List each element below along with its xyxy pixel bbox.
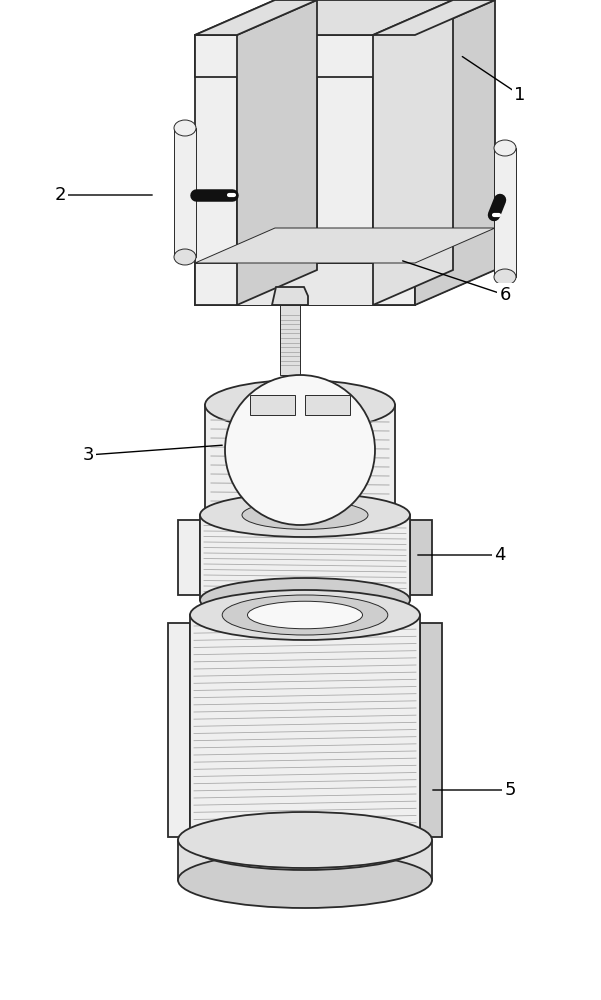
Ellipse shape [190, 820, 420, 870]
Ellipse shape [205, 380, 395, 430]
Polygon shape [373, 0, 495, 35]
Ellipse shape [242, 501, 368, 529]
Ellipse shape [248, 601, 362, 629]
Polygon shape [200, 515, 410, 600]
Ellipse shape [178, 852, 432, 908]
Polygon shape [190, 615, 420, 845]
Polygon shape [317, 0, 453, 270]
Polygon shape [178, 520, 200, 595]
Polygon shape [420, 623, 442, 837]
Polygon shape [272, 287, 308, 305]
Text: 6: 6 [499, 286, 511, 304]
Ellipse shape [178, 812, 432, 868]
Polygon shape [373, 35, 415, 305]
Polygon shape [237, 263, 373, 305]
Polygon shape [168, 623, 190, 837]
Polygon shape [195, 35, 415, 77]
Polygon shape [205, 405, 395, 510]
Ellipse shape [200, 493, 410, 537]
Polygon shape [410, 520, 432, 595]
Polygon shape [494, 148, 516, 277]
Text: 2: 2 [54, 186, 66, 204]
Polygon shape [237, 0, 317, 305]
Ellipse shape [190, 590, 420, 640]
Polygon shape [195, 263, 415, 305]
Polygon shape [195, 228, 495, 263]
Circle shape [225, 375, 375, 525]
Ellipse shape [222, 595, 388, 635]
Polygon shape [178, 840, 432, 880]
Polygon shape [195, 35, 237, 305]
Polygon shape [415, 0, 495, 305]
Polygon shape [275, 228, 495, 270]
Ellipse shape [200, 578, 410, 622]
Text: 3: 3 [82, 446, 94, 464]
Polygon shape [280, 305, 300, 375]
Polygon shape [305, 395, 350, 415]
Ellipse shape [494, 140, 516, 156]
Polygon shape [195, 0, 495, 35]
Polygon shape [195, 0, 317, 35]
Text: 4: 4 [494, 546, 506, 564]
Text: 5: 5 [504, 781, 516, 799]
Polygon shape [250, 395, 295, 415]
Polygon shape [373, 0, 453, 305]
Text: 1: 1 [514, 86, 526, 104]
Polygon shape [174, 128, 196, 257]
Ellipse shape [174, 249, 196, 265]
Ellipse shape [494, 269, 516, 285]
Polygon shape [415, 228, 495, 305]
Ellipse shape [174, 120, 196, 136]
